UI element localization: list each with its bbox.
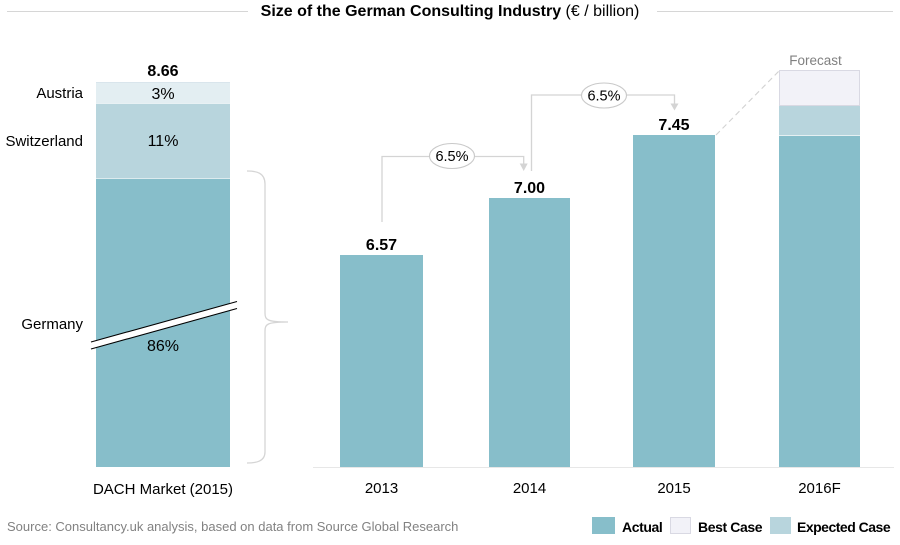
svg-text:6.5%: 6.5% bbox=[435, 149, 468, 165]
svg-text:6.5%: 6.5% bbox=[587, 89, 620, 105]
